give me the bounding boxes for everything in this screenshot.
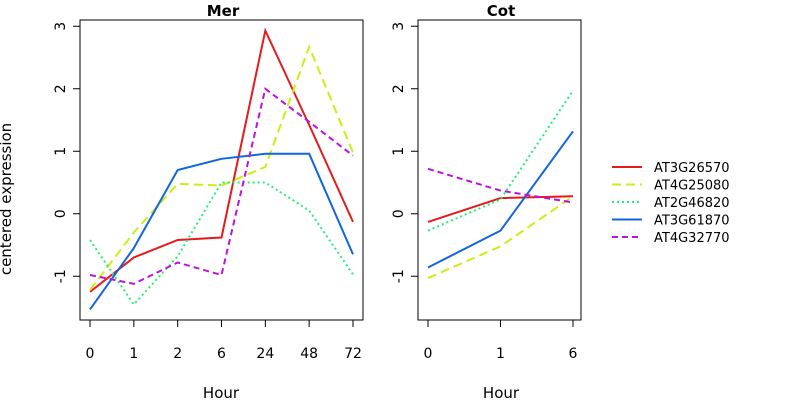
y-tick-label: -1 — [53, 269, 69, 283]
series-line-at2g46820 — [427, 90, 574, 232]
legend-item-label: AT3G26570 — [654, 161, 730, 176]
legend-item-label: AT4G32770 — [654, 231, 730, 246]
series-line-at3g61870 — [427, 130, 574, 269]
x-tick-label: 1 — [129, 346, 138, 362]
series-line-at4g25080 — [89, 44, 354, 291]
panel-title: Mer — [207, 2, 240, 20]
panel-cot: Cot Hour -1 0 1 2 3 0 1 6 — [391, 2, 582, 400]
x-tick-label: 24 — [256, 346, 274, 362]
y-axis-label: centered expression — [0, 123, 15, 275]
y-tick-label: -1 — [391, 269, 407, 283]
legend-item-label: AT4G25080 — [654, 179, 730, 194]
y-tick-label: 3 — [391, 22, 407, 31]
x-tick-label: 6 — [217, 346, 226, 362]
x-tick-label: 0 — [86, 346, 95, 362]
x-tick-label: 1 — [496, 346, 505, 362]
plot-frame — [417, 19, 582, 321]
y-tick-label: 2 — [391, 84, 407, 93]
y-tick-label: 2 — [53, 84, 69, 93]
x-tick-label: 6 — [569, 346, 578, 362]
y-tick-label: 1 — [391, 147, 407, 156]
y-tick-label: 3 — [53, 22, 69, 31]
plot-frame — [79, 19, 364, 321]
series-line-at3g26570 — [427, 195, 574, 223]
series-line-at4g25080 — [427, 195, 574, 280]
series-line-at3g61870 — [89, 152, 354, 310]
legend-item-label: AT3G61870 — [654, 214, 730, 229]
x-axis-label: Hour — [203, 384, 240, 400]
x-tick-label: 72 — [344, 346, 362, 362]
series-line-at3g26570 — [89, 27, 354, 293]
series-line-at2g46820 — [89, 181, 354, 307]
y-tick-label: 0 — [391, 209, 407, 218]
series-line-at4g32770 — [427, 167, 574, 204]
series-line-at4g32770 — [89, 87, 354, 285]
legend: AT3G26570 AT4G25080 AT2G46820 AT3G61870 AT4G… — [612, 161, 730, 246]
x-tick-label: 2 — [173, 346, 182, 362]
panel-title: Cot — [487, 2, 515, 20]
y-tick-label: 0 — [53, 209, 69, 218]
x-axis-label: Hour — [483, 384, 520, 400]
legend-item-label: AT2G46820 — [654, 196, 730, 211]
x-tick-label: 0 — [424, 346, 433, 362]
x-tick-label: 48 — [300, 346, 318, 362]
panel-mer: Mer Hour -1 0 1 2 3 0 1 2 6 24 48 72 — [53, 2, 364, 400]
y-tick-label: 1 — [53, 147, 69, 156]
